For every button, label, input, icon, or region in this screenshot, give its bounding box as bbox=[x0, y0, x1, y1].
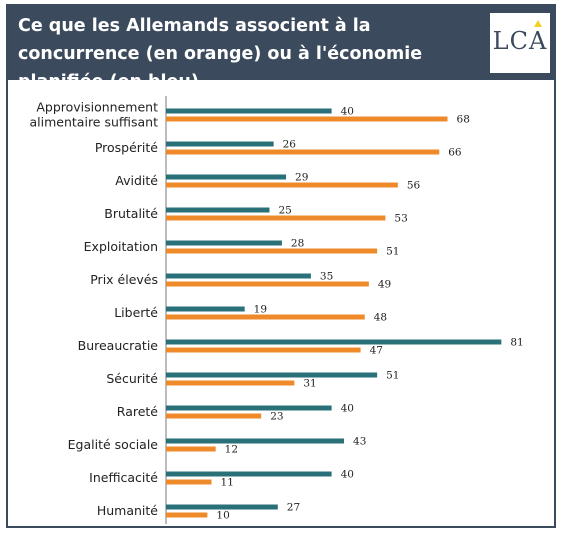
data-label: 27 bbox=[287, 502, 300, 514]
category-label: Exploitation bbox=[84, 239, 158, 254]
planned-economy-bar bbox=[166, 108, 332, 114]
competition-bar bbox=[166, 281, 369, 287]
planned-economy-bar bbox=[166, 504, 278, 510]
category-label: Liberté bbox=[114, 305, 158, 320]
category-label: Inefficacité bbox=[89, 470, 158, 485]
lca-logo: LCA bbox=[490, 13, 550, 73]
category-label: Humanité bbox=[97, 503, 158, 518]
data-label: 29 bbox=[295, 172, 308, 184]
data-label: 28 bbox=[291, 238, 304, 250]
competition-bar bbox=[166, 149, 440, 155]
competition-bar bbox=[166, 182, 398, 188]
data-label: 43 bbox=[353, 436, 366, 448]
logo-text: LCA bbox=[492, 27, 548, 55]
category-label: alimentaire suffisant bbox=[30, 115, 159, 130]
data-label: 40 bbox=[341, 403, 354, 415]
data-label: 68 bbox=[457, 114, 470, 126]
planned-economy-bar bbox=[166, 273, 311, 279]
planned-economy-bar bbox=[166, 240, 282, 246]
data-label: 49 bbox=[378, 279, 391, 291]
logo-accent-icon bbox=[534, 20, 542, 27]
data-label: 31 bbox=[303, 378, 316, 390]
planned-economy-bar bbox=[166, 306, 245, 312]
planned-economy-bar bbox=[166, 372, 378, 378]
competition-bar bbox=[166, 215, 386, 221]
competition-bar bbox=[166, 512, 208, 518]
data-label: 48 bbox=[374, 312, 387, 324]
data-label: 51 bbox=[386, 246, 399, 258]
planned-economy-bar bbox=[166, 141, 274, 147]
planned-economy-bar bbox=[166, 339, 502, 345]
planned-economy-bar bbox=[166, 174, 287, 180]
competition-bar bbox=[166, 347, 361, 353]
competition-bar bbox=[166, 116, 448, 122]
category-label: Approvisionnement bbox=[36, 100, 158, 115]
category-label: Prospérité bbox=[95, 140, 158, 155]
category-label: Prix élevés bbox=[90, 272, 158, 287]
competition-bar bbox=[166, 413, 262, 419]
data-label: 35 bbox=[320, 271, 333, 283]
category-label: Avidité bbox=[115, 173, 158, 188]
category-label: Bureaucratie bbox=[78, 338, 159, 353]
data-label: 40 bbox=[341, 469, 354, 481]
data-label: 10 bbox=[216, 510, 229, 522]
competition-bar bbox=[166, 446, 216, 452]
planned-economy-bar bbox=[166, 405, 332, 411]
competition-bar bbox=[166, 479, 212, 485]
data-label: 66 bbox=[448, 147, 462, 159]
competition-bar bbox=[166, 380, 295, 386]
data-label: 12 bbox=[225, 444, 238, 456]
data-label: 26 bbox=[283, 139, 297, 151]
data-label: 23 bbox=[270, 411, 283, 423]
category-label: Brutalité bbox=[104, 206, 158, 221]
category-label: Sécurité bbox=[106, 371, 158, 386]
data-label: 19 bbox=[254, 304, 267, 316]
header-bar: Ce que les Allemands associent à la conc… bbox=[8, 6, 554, 92]
data-label: 47 bbox=[370, 345, 383, 357]
planned-economy-bar bbox=[166, 438, 345, 444]
category-label: Egalité sociale bbox=[68, 437, 159, 452]
data-label: 51 bbox=[386, 370, 399, 382]
category-label: Rareté bbox=[117, 404, 159, 419]
data-label: 56 bbox=[407, 180, 421, 192]
data-label: 40 bbox=[341, 106, 354, 118]
data-label: 25 bbox=[279, 205, 292, 217]
competition-bar bbox=[166, 248, 378, 254]
planned-economy-bar bbox=[166, 471, 332, 477]
data-label: 53 bbox=[394, 213, 407, 225]
data-label: 81 bbox=[510, 337, 523, 349]
planned-economy-bar bbox=[166, 207, 270, 213]
chart-frame: Ce que les Allemands associent à la conc… bbox=[6, 4, 556, 528]
chart-title: Ce que les Allemands associent à la conc… bbox=[18, 16, 423, 92]
competition-bar bbox=[166, 314, 365, 320]
data-label: 11 bbox=[221, 477, 234, 489]
